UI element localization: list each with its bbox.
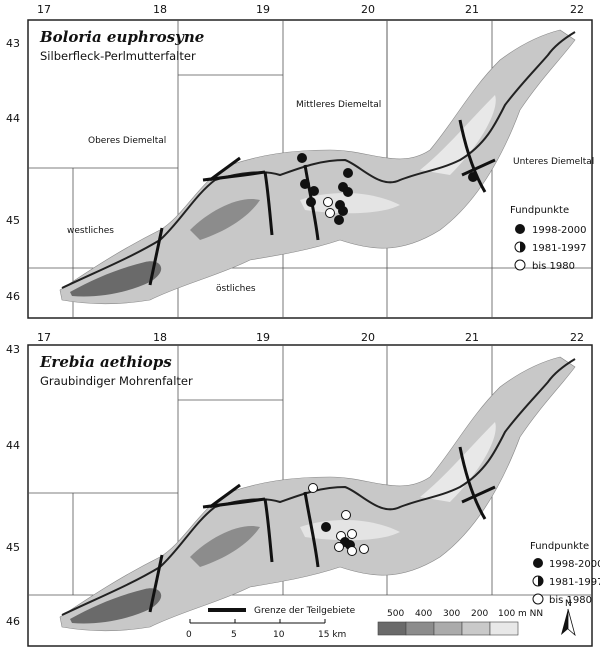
point-1998-2000 [306,197,316,207]
map-svg-top: 17 18 19 20 21 22 43 44 45 46 Boloria eu… [6,3,594,319]
map-frame [27,19,593,319]
point-bis-1980 [341,510,351,520]
y-tick: 45 [6,214,20,227]
elevation-label: 100 m NN [498,609,543,619]
legend-item: 1998-2000 [532,225,587,236]
point-1998-2000 [468,172,478,182]
y-tick: 45 [6,541,20,554]
point-1998-2000 [297,153,307,163]
x-tick: 21 [465,331,479,344]
common-name: Silberfleck-Perlmutterfalter [40,49,196,63]
scalebar-label: 15 km [318,630,346,640]
legend-item: 1981-1997 [532,243,587,254]
point-bis-1980 [308,483,318,493]
y-tick: 43 [6,343,20,356]
map-panel-boloria: 17 18 19 20 21 22 43 44 45 46 Boloria eu… [0,0,600,322]
boundary-label: Grenze der Teilgebiete [254,606,356,616]
x-tick: 17 [37,331,51,344]
boundary-legend: Grenze der Teilgebiete [208,606,356,616]
x-tick: 19 [256,331,270,344]
elevation-swatch [461,621,491,636]
elevation-swatch [433,621,463,636]
point-bis-1980 [323,197,333,207]
common-name: Graubindiger Mohrenfalter [40,374,193,388]
find-points [297,153,478,225]
boundaries [148,446,496,613]
region-label-unteres: Unteres Diemeltal [513,157,594,167]
elevation-label: 200 [471,609,488,619]
river-diemel [61,31,576,289]
species-title: Boloria euphrosyne [39,28,204,46]
legend-item: bis 1980 [549,595,592,606]
y-tick: 46 [6,615,20,628]
point-bis-1980 [334,542,344,552]
region-label-westliches: westliches [67,226,114,236]
region-label-oestliches: östliches [216,284,256,294]
elevation-label: 300 [443,609,460,619]
y-ticks: 43 44 45 46 [6,343,20,628]
legend-item: 1981-1997 [549,577,600,588]
legend-marker-filled [515,224,525,234]
point-bis-1980 [347,546,357,556]
elevation-label: 500 [387,609,404,619]
point-1998-2000 [334,215,344,225]
legend-bottom: Fundpunkte 1998-2000 1981-1997 bis 1980 [530,541,600,606]
region-label-oberes: Oberes Diemeltal [88,136,166,146]
y-tick: 46 [6,290,20,303]
scalebar-label: 10 [273,630,285,640]
map-frame [27,344,593,647]
x-tick: 19 [256,3,270,16]
x-ticks: 17 18 19 20 21 22 [37,3,584,16]
x-tick: 17 [37,3,51,16]
x-tick: 18 [153,3,167,16]
y-tick: 43 [6,37,20,50]
legend-marker-open [532,593,544,605]
legend-marker-filled [533,558,543,568]
legend-item: 1998-2000 [549,559,600,570]
scalebar: 0 5 10 15 km [186,619,346,640]
north-label: N [565,599,572,609]
river-diemel [61,358,576,616]
point-1998-2000 [309,186,319,196]
elevation-swatch [489,621,519,636]
scalebar-label: 5 [231,630,237,640]
x-tick: 22 [570,3,584,16]
north-arrow-icon: N [561,599,576,637]
point-1998-2000 [321,522,331,532]
x-tick: 18 [153,331,167,344]
boundaries [148,119,496,286]
legend-item: bis 1980 [532,261,575,272]
scalebar-label: 0 [186,630,192,640]
find-points [308,483,369,556]
point-bis-1980 [347,529,357,539]
x-ticks: 17 18 19 20 21 22 [37,331,584,344]
elevation-legend: 500 400 300 200 100 m NN [377,609,543,636]
x-tick: 20 [361,331,375,344]
point-bis-1980 [359,544,369,554]
point-1998-2000 [300,179,310,189]
terrain [59,29,576,305]
elevation-swatch [405,621,435,636]
terrain [59,356,576,632]
point-1998-2000 [343,187,353,197]
x-tick: 20 [361,3,375,16]
point-bis-1980 [325,208,335,218]
elevation-label: 400 [415,609,432,619]
legend-marker-open [514,259,526,271]
y-tick: 44 [6,439,20,452]
point-1998-2000 [338,206,348,216]
y-ticks: 43 44 45 46 [6,37,20,303]
x-tick: 21 [465,3,479,16]
map-panel-erebia: 17 18 19 20 21 22 43 44 45 46 Erebia aet… [0,325,600,650]
legend-top: Fundpunkte 1998-2000 1981-1997 bis 1980 [510,205,587,272]
y-tick: 44 [6,112,20,125]
map-svg-bottom: 17 18 19 20 21 22 43 44 45 46 Erebia aet… [6,331,600,647]
species-title: Erebia aethiops [39,353,172,371]
point-1998-2000 [343,168,353,178]
x-tick: 22 [570,331,584,344]
region-label-mittleres: Mittleres Diemeltal [296,100,381,110]
elevation-swatch [377,621,407,636]
legend-title: Fundpunkte [510,205,569,216]
legend-title: Fundpunkte [530,541,589,552]
